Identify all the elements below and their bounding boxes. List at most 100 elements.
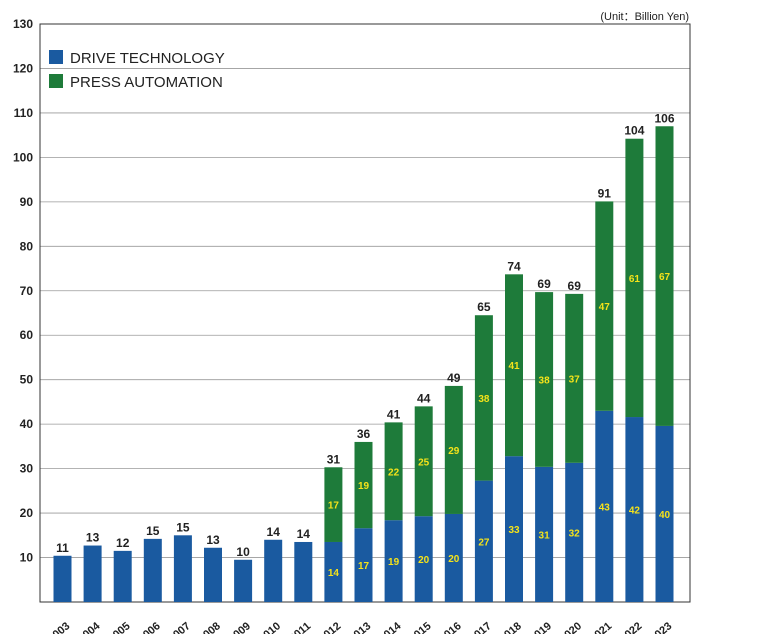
bar-press-2012: [324, 467, 343, 542]
x-tick-label-2023: 2023: [648, 620, 674, 634]
drive-value-label-2016: 20: [448, 554, 460, 565]
total-label-2005: 12: [116, 536, 130, 550]
total-label-2007: 15: [176, 520, 190, 534]
bar-drive-2022: [625, 417, 644, 602]
bar-press-2023: [655, 126, 674, 426]
drive-value-label-2012: 14: [328, 568, 340, 579]
total-label-2016: 49: [447, 371, 461, 385]
x-tick-label-2016: 2016: [437, 620, 463, 634]
press-value-label-2022: 61: [629, 274, 641, 285]
total-label-2023: 106: [654, 111, 674, 125]
drive-value-label-2015: 20: [418, 555, 430, 566]
drive-value-label-2018: 33: [508, 525, 520, 536]
x-tick-label-2005: 2005: [106, 620, 132, 634]
x-tick-label-2004: 2004: [76, 620, 103, 634]
x-tick-label-2019: 2019: [528, 620, 554, 634]
bar-drive-2016: [444, 513, 463, 602]
total-label-2018: 74: [507, 259, 521, 273]
drive-value-label-2020: 32: [569, 528, 581, 539]
total-label-2019: 69: [537, 277, 551, 291]
press-value-label-2017: 38: [478, 394, 490, 405]
total-label-2015: 44: [417, 391, 431, 405]
press-value-label-2023: 67: [659, 272, 671, 283]
bar-drive-2006: [143, 538, 162, 602]
x-tick-label-2010: 2010: [257, 620, 283, 634]
y-tick-label: 70: [20, 284, 34, 298]
y-tick-label: 100: [13, 150, 33, 164]
press-value-label-2012: 17: [328, 501, 340, 512]
bar-drive-2009: [234, 559, 253, 602]
drive-value-label-2013: 17: [358, 561, 370, 572]
press-value-label-2013: 19: [358, 481, 370, 492]
x-tick-label-2013: 2013: [347, 620, 373, 634]
x-tick-label-2006: 2006: [136, 620, 162, 634]
y-tick-label: 110: [14, 106, 34, 120]
x-tick-label-2011: 2011: [287, 620, 313, 634]
total-label-2022: 104: [624, 124, 644, 138]
y-tick-label: 60: [20, 328, 34, 342]
bar-drive-2023: [655, 425, 674, 602]
bar-drive-2008: [204, 547, 222, 602]
x-tick-label-2022: 2022: [618, 620, 644, 634]
total-label-2004: 13: [86, 531, 100, 545]
drive-value-label-2014: 19: [388, 557, 400, 568]
total-label-2020: 69: [568, 279, 582, 293]
x-tick-label-2009: 2009: [227, 620, 253, 634]
bar-press-2014: [384, 422, 403, 521]
press-value-label-2021: 47: [599, 302, 611, 313]
press-value-label-2018: 41: [508, 361, 520, 372]
total-label-2013: 36: [357, 427, 371, 441]
y-tick-label: 20: [20, 506, 34, 520]
bar-press-2018: [505, 274, 523, 457]
y-tick-label: 10: [20, 551, 34, 565]
bar-drive-2003: [53, 555, 72, 602]
total-label-2006: 15: [146, 524, 160, 538]
x-tick-label-2012: 2012: [317, 620, 343, 634]
drive-value-label-2019: 31: [539, 530, 551, 541]
drive-value-label-2022: 42: [629, 506, 641, 517]
bar-drive-2004: [83, 545, 102, 602]
bar-press-2022: [625, 138, 644, 418]
bar-press-2013: [354, 441, 373, 529]
total-label-2012: 31: [327, 452, 341, 466]
bar-drive-2020: [565, 462, 584, 602]
total-label-2021: 91: [598, 186, 612, 200]
drive-value-label-2017: 27: [478, 537, 490, 548]
bar-drive-2019: [535, 466, 554, 602]
press-value-label-2014: 22: [388, 467, 400, 478]
y-tick-label: 90: [20, 195, 34, 209]
x-tick-label-2021: 2021: [588, 620, 614, 634]
bar-press-2016: [444, 385, 463, 514]
drive-value-label-2021: 43: [599, 502, 611, 513]
bar-drive-2012: [324, 541, 343, 602]
bar-drive-2021: [595, 410, 614, 602]
drive-value-label-2023: 40: [659, 510, 671, 521]
press-value-label-2020: 37: [569, 374, 581, 385]
bar-drive-2010: [264, 539, 283, 602]
bar-press-2019: [535, 292, 554, 467]
bar-drive-2015: [414, 516, 433, 602]
bar-drive-2007: [173, 535, 192, 602]
bar-drive-2018: [505, 456, 523, 602]
x-tick-label-2017: 2017: [467, 620, 493, 634]
legend-press-automation-swatch: [49, 74, 63, 88]
y-tick-label: 50: [20, 373, 34, 387]
press-value-label-2019: 38: [539, 375, 551, 386]
total-label-2009: 10: [236, 545, 250, 559]
bar-drive-2014: [384, 520, 403, 602]
x-tick-label-2007: 2007: [166, 620, 192, 634]
legend-drive-technology-label: DRIVE TECHNOLOGY: [70, 50, 225, 67]
bar-drive-2011: [294, 541, 313, 602]
x-tick-label-2008: 2008: [196, 620, 222, 634]
x-tick-label-2003: 2003: [46, 620, 72, 634]
bar-press-2020: [565, 293, 584, 463]
unit-note: (Unit：Billion Yen): [600, 11, 689, 23]
legend-drive-technology-swatch: [49, 50, 63, 64]
total-label-2008: 13: [206, 533, 220, 547]
legend-press-automation-label: PRESS AUTOMATION: [70, 74, 223, 91]
total-label-2014: 41: [387, 407, 401, 421]
total-label-2003: 11: [56, 541, 69, 555]
bar-press-2015: [414, 406, 433, 517]
y-tick-label: 120: [13, 61, 33, 75]
press-value-label-2016: 29: [448, 446, 460, 457]
